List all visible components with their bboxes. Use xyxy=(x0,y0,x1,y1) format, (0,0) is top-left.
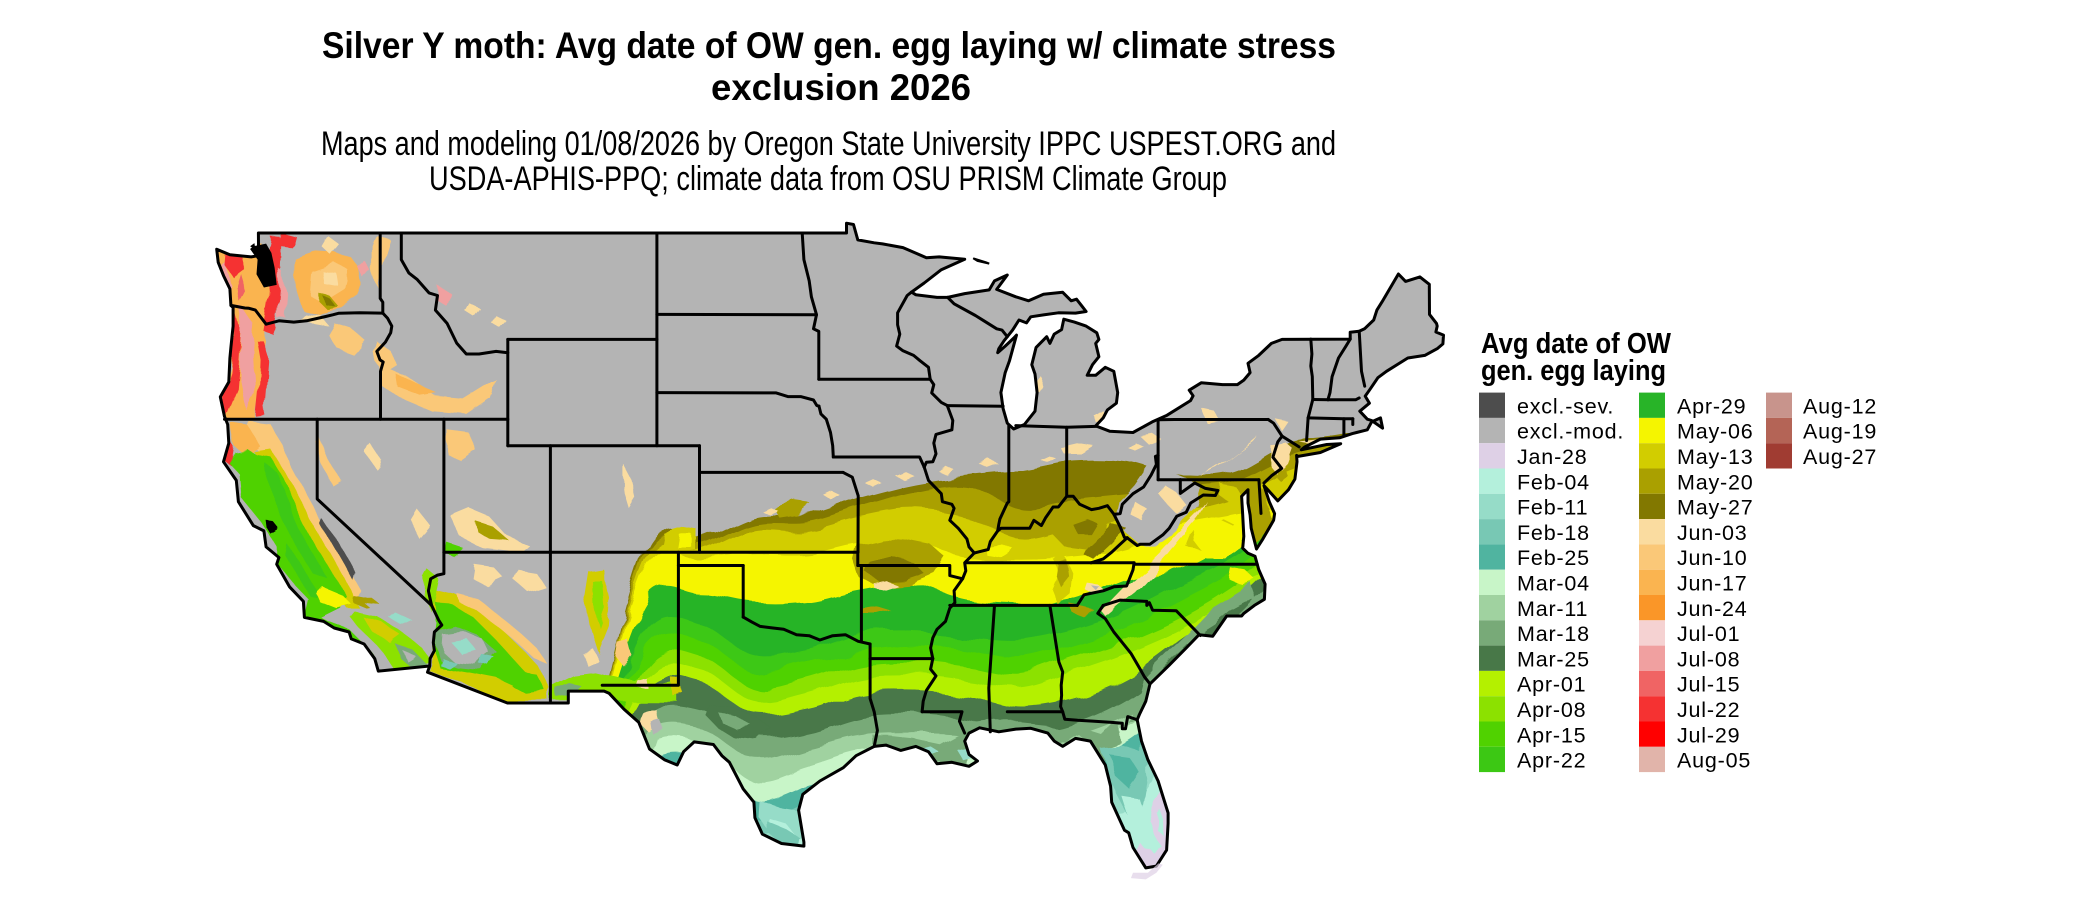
svg-text:Apr-08: Apr-08 xyxy=(1517,698,1586,722)
svg-text:Aug-05: Aug-05 xyxy=(1677,749,1751,773)
svg-text:Feb-25: Feb-25 xyxy=(1517,546,1590,570)
svg-text:Feb-18: Feb-18 xyxy=(1517,521,1590,545)
svg-text:Jul-22: Jul-22 xyxy=(1677,698,1740,722)
svg-text:Maps and modeling 01/08/2026 b: Maps and modeling 01/08/2026 by Oregon S… xyxy=(321,125,1336,163)
svg-text:Feb-11: Feb-11 xyxy=(1517,496,1588,520)
svg-text:Apr-29: Apr-29 xyxy=(1677,394,1746,418)
svg-text:exclusion 2026: exclusion 2026 xyxy=(711,67,971,108)
svg-text:Mar-18: Mar-18 xyxy=(1517,622,1590,646)
svg-text:Aug-27: Aug-27 xyxy=(1803,445,1877,469)
svg-text:May-06: May-06 xyxy=(1677,420,1754,444)
svg-text:Silver Y moth: Avg date of OW: Silver Y moth: Avg date of OW gen. egg l… xyxy=(322,25,1336,66)
svg-text:Jun-03: Jun-03 xyxy=(1677,521,1748,545)
svg-text:Jul-08: Jul-08 xyxy=(1677,647,1740,671)
svg-text:Jan-28: Jan-28 xyxy=(1517,445,1588,469)
svg-text:Jun-17: Jun-17 xyxy=(1677,572,1748,596)
svg-text:Jun-24: Jun-24 xyxy=(1677,597,1748,621)
svg-text:May-27: May-27 xyxy=(1677,496,1754,520)
svg-text:Jul-15: Jul-15 xyxy=(1677,673,1740,697)
svg-text:Apr-15: Apr-15 xyxy=(1517,723,1586,747)
svg-text:Mar-04: Mar-04 xyxy=(1517,572,1590,596)
svg-text:Avg date of OW: Avg date of OW xyxy=(1481,328,1672,360)
svg-text:excl.-sev.: excl.-sev. xyxy=(1517,394,1614,418)
svg-text:May-13: May-13 xyxy=(1677,445,1754,469)
svg-text:Aug-12: Aug-12 xyxy=(1803,394,1877,418)
svg-text:Mar-25: Mar-25 xyxy=(1517,647,1590,671)
svg-text:Jul-29: Jul-29 xyxy=(1677,723,1740,747)
svg-text:Apr-01: Apr-01 xyxy=(1517,673,1586,697)
svg-text:USDA-APHIS-PPQ; climate data f: USDA-APHIS-PPQ; climate data from OSU PR… xyxy=(429,160,1227,198)
svg-text:Jun-10: Jun-10 xyxy=(1677,546,1748,570)
svg-text:May-20: May-20 xyxy=(1677,470,1754,494)
svg-text:Jul-01: Jul-01 xyxy=(1677,622,1740,646)
svg-text:Feb-04: Feb-04 xyxy=(1517,470,1590,494)
svg-text:Mar-11: Mar-11 xyxy=(1517,597,1588,621)
svg-text:gen. egg laying: gen. egg laying xyxy=(1481,355,1666,387)
svg-text:Aug-19: Aug-19 xyxy=(1803,420,1877,444)
svg-text:Apr-22: Apr-22 xyxy=(1517,749,1586,773)
svg-text:excl.-mod.: excl.-mod. xyxy=(1517,420,1624,444)
